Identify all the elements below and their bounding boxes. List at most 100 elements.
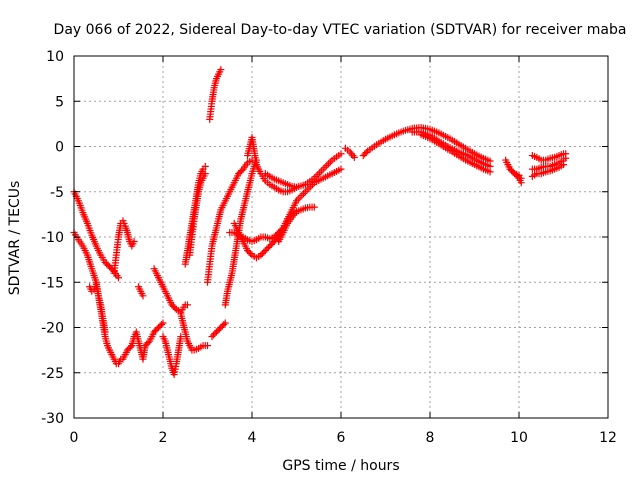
x-tick-label: 12 xyxy=(599,430,617,446)
data-point xyxy=(362,149,370,157)
data-point xyxy=(319,165,327,173)
series-arc-3 xyxy=(86,280,109,336)
data-point xyxy=(125,345,133,353)
x-tick-label: 8 xyxy=(426,430,435,446)
series-arc-29 xyxy=(528,161,567,180)
data-point xyxy=(244,247,252,255)
data-point xyxy=(310,203,318,211)
data-point xyxy=(220,320,228,328)
data-point xyxy=(143,340,151,348)
y-tick-label: 5 xyxy=(55,94,64,110)
data-point xyxy=(517,174,525,182)
data-point xyxy=(321,163,329,171)
y-tick-label: -15 xyxy=(41,275,64,291)
series-arc-19 xyxy=(261,150,345,191)
data-point xyxy=(168,301,176,309)
series-arc-26 xyxy=(506,165,525,182)
series-arc-24 xyxy=(417,131,494,176)
series-arc-8 xyxy=(159,333,185,379)
data-point xyxy=(214,327,222,335)
data-point xyxy=(217,324,225,331)
data-point xyxy=(245,248,253,256)
data-point xyxy=(508,167,516,175)
y-tick-label: -20 xyxy=(41,321,64,337)
series-arc-20 xyxy=(275,203,318,246)
data-point xyxy=(323,162,331,170)
data-point xyxy=(169,302,177,310)
data-point xyxy=(204,342,211,350)
data-point xyxy=(296,193,304,201)
series-arc-21 xyxy=(341,144,358,161)
series-arc-27 xyxy=(528,150,570,164)
data-point xyxy=(235,170,243,178)
y-tick-label: -5 xyxy=(50,185,64,201)
data-point xyxy=(314,171,322,179)
data-point xyxy=(183,301,191,309)
data-point xyxy=(506,165,514,173)
data-point xyxy=(350,153,358,161)
data-point xyxy=(104,261,112,269)
data-point xyxy=(486,168,494,176)
x-axis-label: GPS time / hours xyxy=(282,458,399,474)
data-point xyxy=(238,167,246,175)
data-point xyxy=(263,245,271,253)
data-point xyxy=(560,161,567,169)
series-arc-12 xyxy=(206,66,225,123)
data-point xyxy=(325,160,333,168)
data-point xyxy=(141,342,149,350)
data-point xyxy=(158,320,166,328)
grid xyxy=(74,56,608,418)
y-tick-label: -25 xyxy=(41,366,64,382)
series-arc-6 xyxy=(135,283,147,300)
series-arc-5 xyxy=(128,319,167,363)
data-point xyxy=(509,168,517,176)
data-point xyxy=(236,168,244,176)
data-marks xyxy=(70,66,570,379)
x-tick-label: 0 xyxy=(70,430,79,446)
data-point xyxy=(211,330,219,338)
series-arc-28 xyxy=(528,154,570,173)
data-point xyxy=(272,236,280,244)
y-tick-label: 0 xyxy=(55,140,64,156)
y-tick-label: -10 xyxy=(41,230,64,246)
data-point xyxy=(266,242,274,250)
data-point xyxy=(257,251,265,259)
data-point xyxy=(153,325,161,333)
data-point xyxy=(103,260,111,268)
data-point xyxy=(106,263,114,271)
data-point xyxy=(212,328,220,336)
data-point xyxy=(123,346,131,354)
data-point xyxy=(562,154,570,162)
data-point xyxy=(264,244,272,252)
data-point xyxy=(171,304,179,312)
data-point xyxy=(101,258,109,266)
data-point xyxy=(115,274,122,282)
data-point xyxy=(209,331,217,339)
data-point xyxy=(316,169,324,177)
data-point xyxy=(317,167,325,175)
data-point xyxy=(301,188,309,196)
x-tick-label: 4 xyxy=(248,430,257,446)
x-tick-label: 10 xyxy=(510,430,528,446)
data-point xyxy=(144,339,152,347)
series-arc-9 xyxy=(177,310,211,354)
data-point xyxy=(201,170,209,178)
data-point xyxy=(300,190,308,198)
data-point xyxy=(152,327,160,335)
data-point xyxy=(215,325,223,333)
data-point xyxy=(221,319,229,327)
data-point xyxy=(267,241,275,249)
axis-ticks: 0 2 4 6 8 10 12 -30 -25 -20 -15 -10 -5 0 5 10 xyxy=(41,49,617,446)
data-point xyxy=(150,328,158,336)
data-point xyxy=(101,328,109,336)
y-tick-label: -30 xyxy=(41,411,64,427)
x-tick-label: 2 xyxy=(159,430,168,446)
data-point xyxy=(155,324,163,331)
series-arc-14 xyxy=(204,156,256,286)
data-point xyxy=(258,250,266,258)
data-point xyxy=(337,150,345,158)
data-point xyxy=(247,250,255,258)
data-point xyxy=(218,322,226,330)
